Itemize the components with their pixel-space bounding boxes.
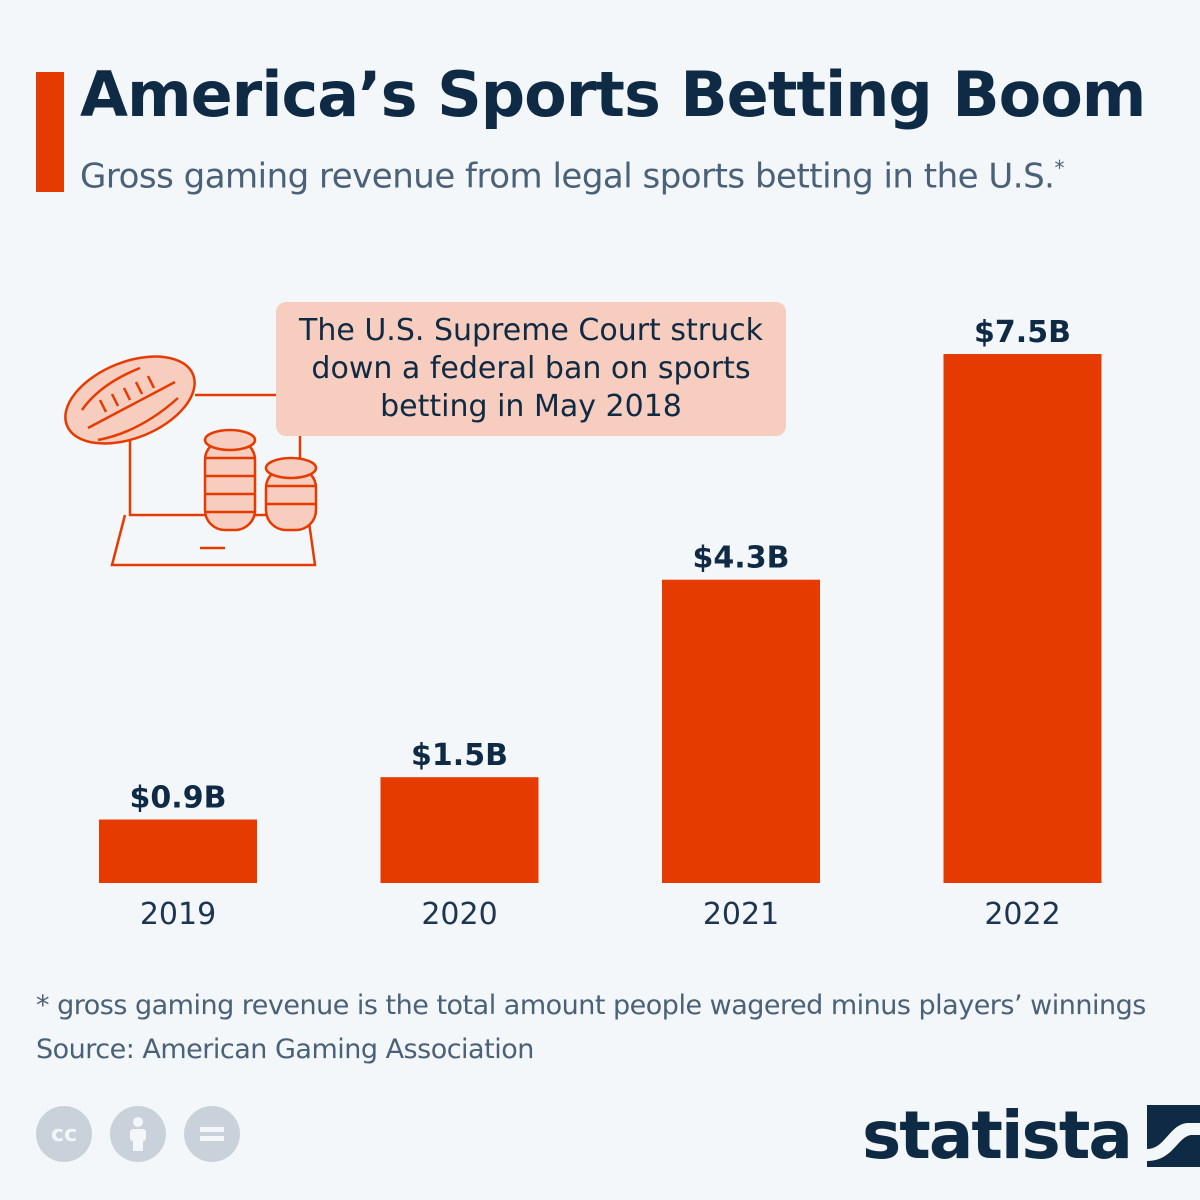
bar-2021	[662, 579, 820, 883]
title-accent-bar	[36, 72, 64, 192]
data-label-2022: $7.5B	[974, 315, 1071, 350]
data-label-2019: $0.9B	[130, 781, 227, 816]
annotation-callout: The U.S. Supreme Court struck down a fed…	[276, 302, 786, 436]
subtitle-footnote-marker: *	[1054, 156, 1064, 180]
bar-2019	[99, 819, 257, 883]
x-tick-label-2019: 2019	[140, 897, 216, 932]
annotation-text: The U.S. Supreme Court struck down a fed…	[299, 313, 763, 424]
no-derivatives-icon[interactable]	[184, 1106, 240, 1162]
x-tick-label-2021: 2021	[703, 897, 779, 932]
x-tick-label-2022: 2022	[984, 897, 1060, 932]
statista-brand[interactable]: statista	[862, 1096, 1200, 1176]
data-label-2020: $1.5B	[411, 738, 508, 773]
attribution-icon[interactable]	[110, 1106, 166, 1162]
license-icons: cc	[36, 1106, 240, 1162]
brand-name: statista	[862, 1097, 1133, 1174]
source-note: Source: American Gaming Association	[36, 1034, 534, 1065]
subtitle-text: Gross gaming revenue from legal sports b…	[80, 156, 1055, 197]
bar-2020	[380, 777, 539, 883]
footnote: * gross gaming revenue is the total amou…	[36, 990, 1146, 1021]
x-tick-label-2020: 2020	[421, 897, 497, 932]
data-label-2021: $4.3B	[693, 541, 790, 576]
bar-2022	[943, 354, 1102, 883]
cc-icon[interactable]: cc	[36, 1106, 92, 1162]
chart-title: America’s Sports Betting Boom	[80, 58, 1146, 131]
chart-subtitle: Gross gaming revenue from legal sports b…	[80, 156, 1064, 196]
statista-logo-icon	[1146, 1105, 1200, 1167]
